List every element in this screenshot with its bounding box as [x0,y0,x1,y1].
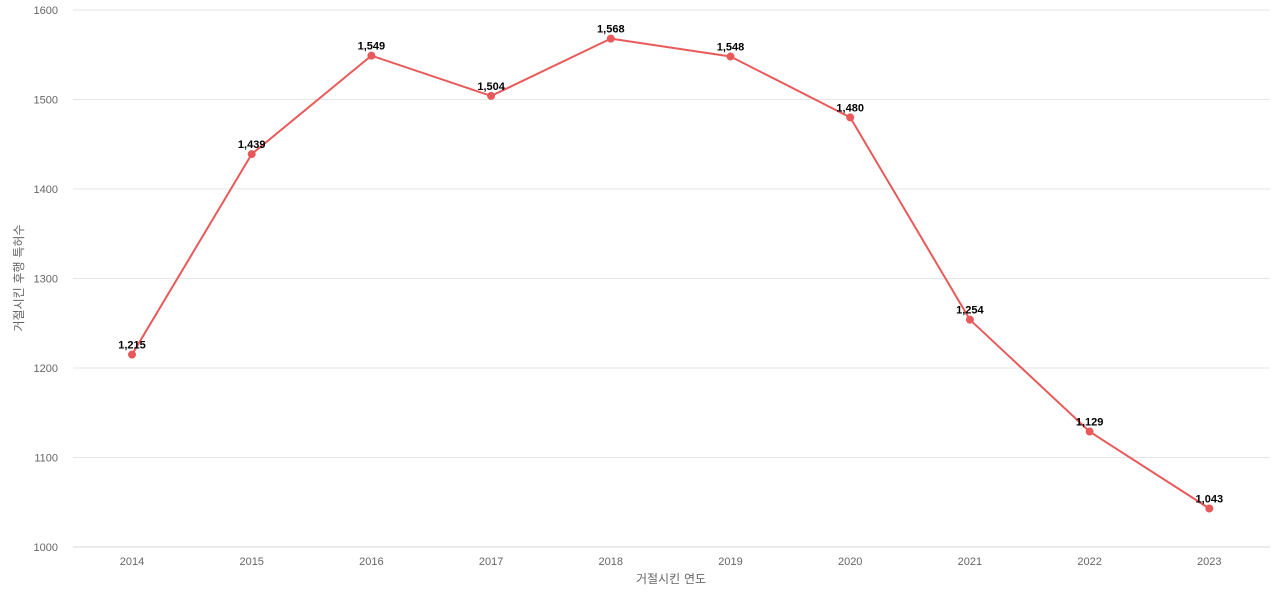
y-tick-label: 1300 [34,274,58,286]
x-axis-ticks: 2014 2015 2016 2017 2018 2019 2020 2021 2022 2023 [120,556,1222,568]
y-tick-label: 1200 [34,363,58,375]
data-point [1085,427,1094,436]
data-point [846,113,855,122]
x-tick-label: 2019 [718,556,742,568]
data-point [487,91,496,100]
data-label: 1,439 [238,139,266,151]
x-tick-label: 2022 [1077,556,1101,568]
data-label: 1,043 [1196,494,1224,506]
x-tick-label: 2018 [599,556,623,568]
y-tick-label: 1000 [34,542,58,554]
data-point [606,34,615,43]
y-tick-label: 1400 [34,184,58,196]
data-label: 1,504 [477,81,505,93]
data-label: 1,129 [1076,417,1104,429]
data-label: 1,480 [836,102,864,114]
data-label: 1,549 [358,41,386,53]
data-point [367,51,376,60]
x-tick-label: 2021 [958,556,982,568]
y-tick-label: 1100 [34,453,58,465]
y-tick-label: 1600 [34,5,58,17]
y-tick-label: 1500 [34,95,58,107]
x-tick-label: 2020 [838,556,862,568]
series-layer [128,34,1214,513]
x-tick-label: 2017 [479,556,503,568]
x-tick-label: 2014 [120,556,144,568]
data-point [1205,504,1214,513]
data-label: 1,568 [597,24,625,36]
data-point [965,315,974,324]
x-tick-label: 2015 [239,556,263,568]
data-label: 1,548 [717,42,745,54]
data-labels: 1,215 1,439 1,549 1,504 1,568 1,548 1,480 1,254… [118,24,1223,506]
y-axis-title: 거절시킨 후행 특허수 [11,225,26,332]
data-label: 1,215 [118,340,146,352]
x-axis-title: 거절시킨 연도 [636,572,706,586]
data-point [247,150,256,159]
series-line [131,37,1210,510]
y-axis-ticks: 1000 1100 1200 1300 1400 1500 1600 [34,5,58,554]
x-tick-label: 2016 [359,556,383,568]
x-tick-label: 2023 [1197,556,1221,568]
data-point [128,350,136,359]
data-label: 1,254 [956,305,984,317]
data-point [726,52,735,61]
gridlines [73,9,1270,548]
